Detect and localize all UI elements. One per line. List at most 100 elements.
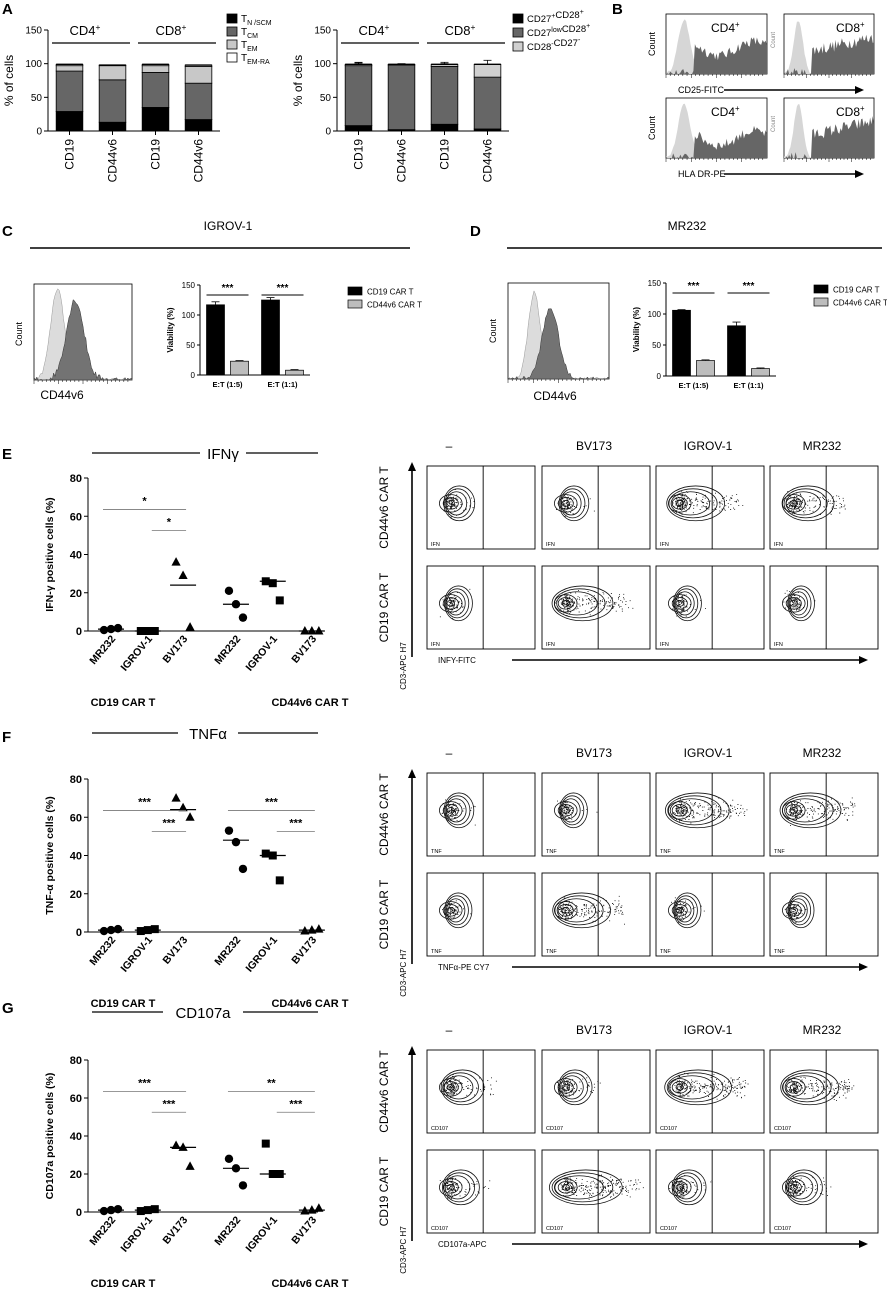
D-viability-chart-legend-swatch-0 (813, 284, 829, 294)
G-flow-row-1: CD19 CAR T (377, 1156, 391, 1226)
G-scatter-chart-point-square (261, 1139, 270, 1148)
E-flow-plot-1-2-contour (673, 585, 702, 622)
D-histogram (507, 282, 610, 383)
D-viability-chart-bar-0-1 (727, 325, 746, 377)
G-flow-plot-1-3-contour (785, 1169, 823, 1206)
E-flow-plot-0-1-contour (557, 497, 574, 510)
G-scatter-chart-bracket-label: ** (267, 1077, 276, 1089)
E-flow-plot-1-3-contour (789, 591, 808, 616)
F-flow-plot-0-2-contour (675, 807, 684, 814)
F-flow-x-arrow-head (859, 963, 868, 971)
A-right-bar-CD27low CD28+-0 (344, 65, 373, 127)
F-scatter-chart-bracket-label: *** (265, 797, 279, 809)
E-flow-plot-1-1-contour (551, 585, 614, 622)
legend-base: T (241, 14, 247, 25)
F-flow-plot-0-2 (655, 772, 765, 857)
F-flow-plot-0-3-contour (784, 798, 826, 823)
F-scatter-chart-point-triangle (171, 793, 181, 802)
G-flow-plot-0-2-contour (671, 1081, 688, 1094)
G-flow-x-arrow (512, 1240, 868, 1248)
A-right-xtick-label: CD19 (438, 139, 452, 170)
F-flow-plot-0-1 (541, 772, 651, 857)
G-scatter-chart-xtick-label: MR232 (212, 1214, 243, 1248)
E-flow-plot-1-3-contour (782, 594, 806, 613)
G-flow-plot-0-2-contour (664, 1069, 732, 1106)
E-flow-ylabel: CD3-APC H7 (399, 642, 408, 690)
B-xlabel-0: CD25-FITC (678, 85, 725, 95)
E-flow-tag: IFN (546, 642, 555, 648)
E-flow-plot-0-0-frame (426, 465, 536, 550)
F-flow-plot-0-2-contour (664, 792, 730, 829)
E-flow-plot-1-3-contour (785, 597, 802, 610)
F-flow-xlabel: TNFα-PE CY7 (438, 963, 490, 972)
B-arrow-1 (724, 170, 864, 178)
A-right-bar-CD28-CD27--3 (473, 63, 502, 78)
B-cd8-label-1: CD8+ (836, 104, 865, 119)
A-right-bar-CD27low CD28+-2 (430, 65, 459, 125)
D-histogram-hist-1 (507, 308, 610, 380)
C-viability-chart-legend-label-0: CD19 CAR T (367, 288, 414, 297)
F-flow-tag: TNF (660, 849, 671, 855)
F-flow-plot-1-0-contour (446, 898, 466, 923)
D-viability-chart-ytick-label: 50 (652, 341, 661, 350)
B-cd4-label-1-sup: + (735, 104, 740, 113)
G-scatter-chart-point-circle (224, 1154, 234, 1164)
G-scatter-chart-point-triangle (178, 1142, 188, 1151)
B-hist-cd8-0 (783, 13, 875, 78)
A-left-legend-swatch-3 (226, 52, 238, 63)
F-flow-plot-0-2-contour (667, 795, 722, 826)
A-left-group-label-CD4-base: CD4 (70, 23, 96, 38)
F-scatter-chart-xtick-label: BV173 (289, 934, 319, 966)
E-scatter-chart-xtick-label: IGROV-1 (119, 633, 156, 673)
F-scatter-chart-xtick-label: BV173 (161, 934, 191, 966)
G-flow-tag: CD107 (431, 1126, 448, 1132)
legend-base: T (241, 40, 247, 51)
G-group-label-1: CD44v6 CAR T (271, 1278, 348, 1290)
A-right-group-label-CD8: CD8+ (445, 22, 476, 38)
A-left-xtick-label: CD44v6 (106, 139, 120, 183)
E-flow-plot-0-0-contour (444, 488, 472, 519)
panel-letter-D: D (470, 223, 481, 240)
E-scatter-chart-xtick-label: BV173 (161, 633, 191, 665)
F-flow-x-arrow (512, 963, 868, 971)
C-viability-chart: 0 50 100 150 Viability (%) *** E:T (1:5) *** E:T… (166, 281, 422, 389)
A-right-ytick-label: 100 (314, 59, 331, 70)
E-scatter-chart-ytick-label: 60 (70, 511, 82, 523)
E-flow-col-3: MR232 (803, 439, 842, 453)
G-flow-x-arrow-head (859, 1240, 868, 1248)
G-flow-plot-1-0-contour (446, 1184, 455, 1191)
legend-sub: N /SCM (247, 20, 272, 27)
F-scatter-chart-bracket-label: *** (163, 818, 177, 830)
E-flow-plot-0-2-contour (668, 494, 692, 513)
B-count-label-small-1: Count (771, 116, 777, 132)
E-flow-plot-0-0 (426, 465, 536, 550)
G-flow-plot-1-2-contour (671, 1169, 707, 1206)
F-flow-plot-1-2-contour (674, 895, 698, 926)
B-count-label-small-0: Count (771, 32, 777, 48)
F-flow-plot-1-0-contour (444, 892, 473, 929)
D-viability-chart-sig-label: *** (743, 281, 755, 292)
G-flow-plot-1-2-contour (668, 1178, 692, 1197)
E-flow-plot-1-3-frame (769, 565, 879, 650)
legend-part: - (578, 37, 581, 44)
G-flow-y-arrow (408, 1046, 416, 1241)
E-flow-plot-0-3-contour (789, 500, 798, 507)
E-scatter-chart-point-triangle (178, 570, 188, 580)
F-flow-tag: TNF (546, 949, 557, 955)
G-scatter-chart-ytick-label: 60 (70, 1093, 82, 1105)
E-flow-plot-1-2-contour (668, 594, 692, 613)
legend-sub: EM-RA (247, 59, 270, 66)
A-left-xtick-label: CD19 (149, 139, 163, 170)
A-left-bar-TEM-1 (98, 65, 127, 81)
G-flow-plot-1-3-contour (786, 1172, 819, 1203)
F-flow-col-1: BV173 (576, 746, 612, 760)
F-flow-plot-0-0-contour (446, 807, 455, 814)
F-flow-plot-0-3-contour (789, 807, 798, 814)
F-flow-col-3: MR232 (803, 746, 842, 760)
E-scatter-chart-point-circle (224, 586, 234, 596)
F-title: TNFα (189, 726, 227, 743)
G-flow-y-arrow-head (408, 1046, 416, 1055)
E-ylabel: IFN-γ positive cells (%) (44, 497, 56, 611)
B-cd8-label-0-sup: + (860, 20, 865, 29)
G-title: CD107a (175, 1005, 231, 1022)
